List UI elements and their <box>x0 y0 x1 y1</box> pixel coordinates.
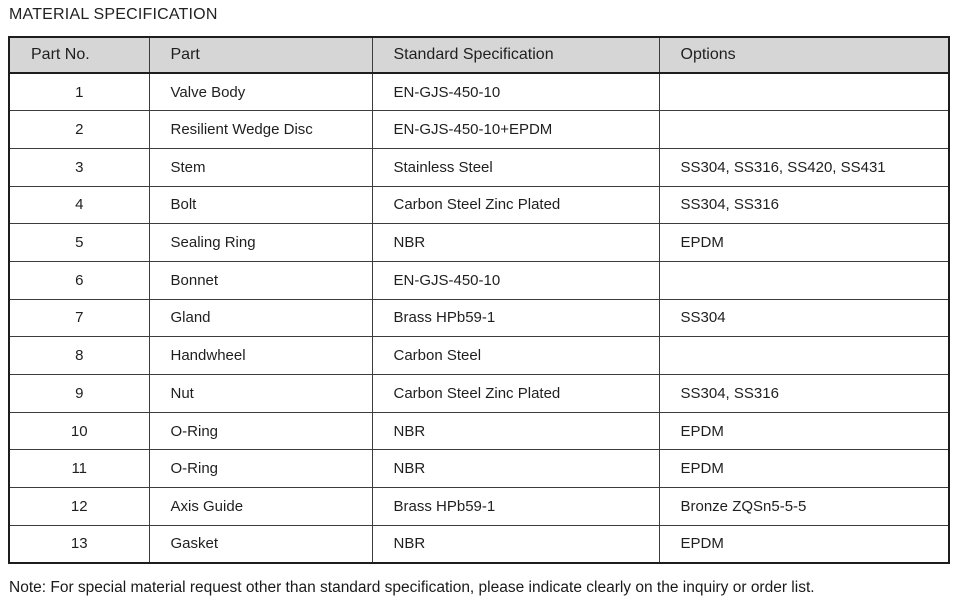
cell-standard-specification: NBR <box>371 411 660 451</box>
cell-options: SS304, SS316, SS420, SS431 <box>658 147 950 187</box>
table-row: 6 Bonnet EN-GJS-450-10 <box>8 260 950 300</box>
table-row: 2 Resilient Wedge Disc EN-GJS-450-10+EPDM <box>8 110 950 149</box>
cell-options: EPDM <box>658 223 950 262</box>
cell-part: Bonnet <box>148 260 373 300</box>
table-row: 4 Bolt Carbon Steel Zinc Plated SS304, SS31… <box>8 185 950 225</box>
cell-standard-specification: Carbon Steel Zinc Plated <box>371 185 660 225</box>
table-row: 12 Axis Guide Brass HPb59-1 Bronze ZQSn5-5-… <box>8 487 950 526</box>
footnote: Note: For special material request other… <box>9 578 815 596</box>
cell-part-no: 13 <box>8 524 150 564</box>
cell-standard-specification: Carbon Steel <box>371 336 660 375</box>
cell-part-no: 8 <box>8 336 150 375</box>
cell-part: Bolt <box>148 185 373 225</box>
cell-options: EPDM <box>658 411 950 451</box>
cell-options: EPDM <box>658 524 950 564</box>
cell-part-no: 1 <box>8 72 150 112</box>
cell-part: Resilient Wedge Disc <box>148 110 373 149</box>
cell-options: SS304, SS316 <box>658 374 950 413</box>
table-row: 1 Valve Body EN-GJS-450-10 <box>8 72 950 112</box>
cell-part: Gland <box>148 298 373 338</box>
table-row: 3 Stem Stainless Steel SS304, SS316, SS420,… <box>8 147 950 187</box>
cell-standard-specification: EN-GJS-450-10 <box>371 72 660 112</box>
cell-part: Stem <box>148 147 373 187</box>
cell-part: O-Ring <box>148 411 373 451</box>
table-row: 9 Nut Carbon Steel Zinc Plated SS304, SS316 <box>8 374 950 413</box>
cell-options <box>658 260 950 300</box>
cell-part-no: 4 <box>8 185 150 225</box>
cell-options <box>658 110 950 149</box>
cell-part: Gasket <box>148 524 373 564</box>
table-row: 11 O-Ring NBR EPDM <box>8 449 950 489</box>
col-header-standard-specification: Standard Specification <box>371 36 660 74</box>
table-row: 8 Handwheel Carbon Steel <box>8 336 950 375</box>
cell-part: Axis Guide <box>148 487 373 526</box>
cell-standard-specification: Stainless Steel <box>371 147 660 187</box>
cell-standard-specification: Brass HPb59-1 <box>371 487 660 526</box>
cell-part: Valve Body <box>148 72 373 112</box>
cell-standard-specification: NBR <box>371 223 660 262</box>
cell-options: SS304 <box>658 298 950 338</box>
table-row: 13 Gasket NBR EPDM <box>8 524 950 564</box>
cell-part-no: 9 <box>8 374 150 413</box>
cell-part-no: 5 <box>8 223 150 262</box>
cell-part: Sealing Ring <box>148 223 373 262</box>
cell-standard-specification: NBR <box>371 449 660 489</box>
col-header-part-no: Part No. <box>8 36 150 74</box>
cell-options: EPDM <box>658 449 950 489</box>
cell-options <box>658 336 950 375</box>
cell-part-no: 3 <box>8 147 150 187</box>
material-spec-table: Part No. Part Standard Specification Opt… <box>8 36 950 564</box>
cell-part-no: 10 <box>8 411 150 451</box>
cell-options <box>658 72 950 112</box>
col-header-options: Options <box>658 36 950 74</box>
cell-part: Nut <box>148 374 373 413</box>
cell-standard-specification: EN-GJS-450-10+EPDM <box>371 110 660 149</box>
cell-part: O-Ring <box>148 449 373 489</box>
cell-options: Bronze ZQSn5-5-5 <box>658 487 950 526</box>
col-header-part: Part <box>148 36 373 74</box>
cell-part-no: 7 <box>8 298 150 338</box>
cell-part-no: 12 <box>8 487 150 526</box>
cell-part-no: 6 <box>8 260 150 300</box>
cell-part-no: 11 <box>8 449 150 489</box>
cell-standard-specification: EN-GJS-450-10 <box>371 260 660 300</box>
cell-standard-specification: Carbon Steel Zinc Plated <box>371 374 660 413</box>
table-row: 7 Gland Brass HPb59-1 SS304 <box>8 298 950 338</box>
page-title: MATERIAL SPECIFICATION <box>9 6 218 23</box>
table-row: 10 O-Ring NBR EPDM <box>8 411 950 451</box>
table-row: 5 Sealing Ring NBR EPDM <box>8 223 950 262</box>
table-header-row: Part No. Part Standard Specification Opt… <box>8 36 950 74</box>
cell-part: Handwheel <box>148 336 373 375</box>
cell-part-no: 2 <box>8 110 150 149</box>
cell-standard-specification: Brass HPb59-1 <box>371 298 660 338</box>
cell-standard-specification: NBR <box>371 524 660 564</box>
cell-options: SS304, SS316 <box>658 185 950 225</box>
